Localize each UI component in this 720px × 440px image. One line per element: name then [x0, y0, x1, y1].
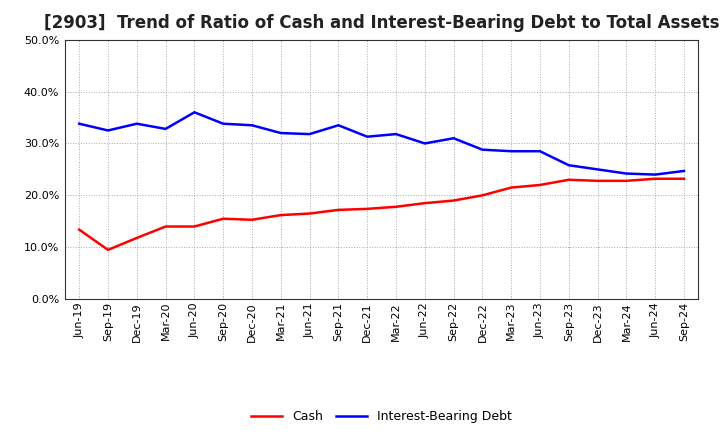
- Legend: Cash, Interest-Bearing Debt: Cash, Interest-Bearing Debt: [246, 405, 517, 428]
- Interest-Bearing Debt: [478, 147, 487, 152]
- Interest-Bearing Debt: [132, 121, 141, 126]
- Interest-Bearing Debt: [248, 123, 256, 128]
- Interest-Bearing Debt: [219, 121, 228, 126]
- Cash: [478, 193, 487, 198]
- Cash: [75, 227, 84, 232]
- Cash: [132, 235, 141, 241]
- Interest-Bearing Debt: [507, 149, 516, 154]
- Interest-Bearing Debt: [190, 110, 199, 115]
- Cash: [248, 217, 256, 222]
- Cash: [276, 213, 285, 218]
- Interest-Bearing Debt: [392, 132, 400, 137]
- Cash: [305, 211, 314, 216]
- Interest-Bearing Debt: [449, 136, 458, 141]
- Interest-Bearing Debt: [104, 128, 112, 133]
- Cash: [190, 224, 199, 229]
- Interest-Bearing Debt: [593, 167, 602, 172]
- Interest-Bearing Debt: [420, 141, 429, 146]
- Cash: [651, 176, 660, 181]
- Cash: [536, 182, 544, 187]
- Cash: [622, 178, 631, 183]
- Cash: [392, 204, 400, 209]
- Interest-Bearing Debt: [680, 169, 688, 174]
- Interest-Bearing Debt: [363, 134, 372, 139]
- Cash: [104, 247, 112, 253]
- Interest-Bearing Debt: [161, 126, 170, 132]
- Interest-Bearing Debt: [75, 121, 84, 126]
- Cash: [680, 176, 688, 181]
- Cash: [420, 201, 429, 206]
- Interest-Bearing Debt: [564, 163, 573, 168]
- Title: [2903]  Trend of Ratio of Cash and Interest-Bearing Debt to Total Assets: [2903] Trend of Ratio of Cash and Intere…: [44, 15, 719, 33]
- Cash: [219, 216, 228, 221]
- Line: Interest-Bearing Debt: Interest-Bearing Debt: [79, 112, 684, 175]
- Cash: [593, 178, 602, 183]
- Cash: [334, 207, 343, 213]
- Cash: [449, 198, 458, 203]
- Interest-Bearing Debt: [622, 171, 631, 176]
- Interest-Bearing Debt: [536, 149, 544, 154]
- Cash: [363, 206, 372, 212]
- Interest-Bearing Debt: [276, 130, 285, 136]
- Interest-Bearing Debt: [305, 132, 314, 137]
- Interest-Bearing Debt: [334, 123, 343, 128]
- Cash: [507, 185, 516, 190]
- Cash: [564, 177, 573, 183]
- Line: Cash: Cash: [79, 179, 684, 250]
- Cash: [161, 224, 170, 229]
- Interest-Bearing Debt: [651, 172, 660, 177]
